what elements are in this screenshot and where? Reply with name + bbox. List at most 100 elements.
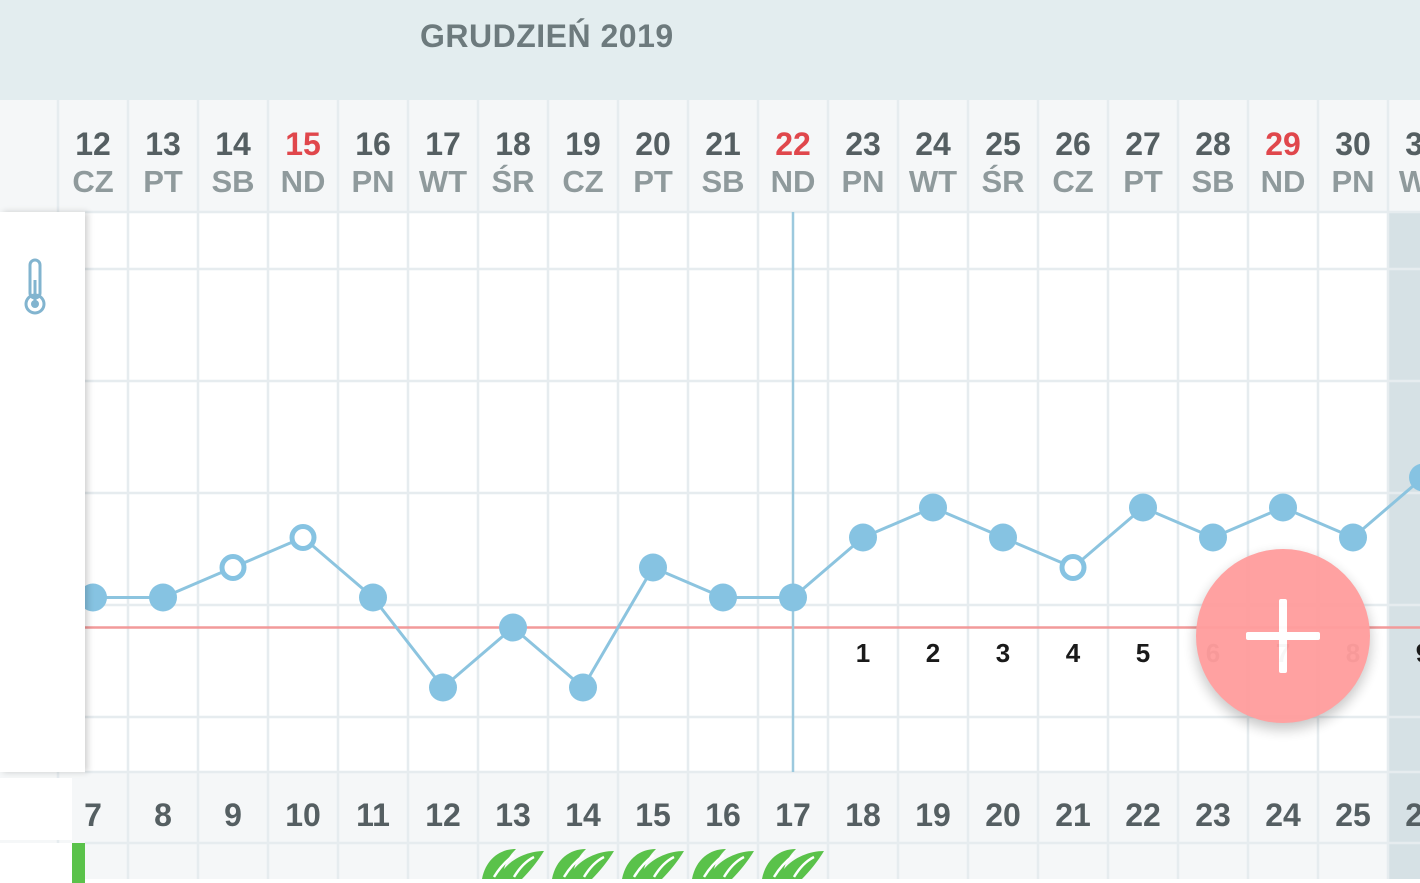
fertile-leaf-vein	[632, 854, 655, 878]
temperature-point-excluded	[1059, 554, 1087, 581]
day-weekday-label: PT	[1123, 164, 1163, 199]
cycle-day-number: 18	[845, 797, 881, 833]
post-ovulation-day-count: 9	[1416, 638, 1420, 668]
day-weekday-label: PN	[841, 164, 884, 199]
day-date-label: 16	[355, 126, 391, 162]
cycle-day-number: 17	[775, 797, 811, 833]
fertile-marker-left	[72, 843, 85, 883]
day-date-label: 30	[1335, 126, 1371, 162]
cycle-day-number: 8	[154, 797, 172, 833]
fertile-leaf-icon	[482, 849, 544, 879]
fertile-leaf-vein	[702, 854, 725, 878]
day-date-label: 21	[705, 126, 741, 162]
day-weekday-label: SB	[1191, 164, 1234, 199]
day-weekday-label: PT	[143, 164, 183, 199]
day-weekday-label: WT	[419, 164, 467, 199]
cycle-day-number: 24	[1265, 797, 1301, 833]
temperature-point	[569, 673, 597, 702]
temperature-point	[709, 583, 737, 612]
temperature-point	[499, 613, 527, 642]
fertile-leaf-icon	[692, 849, 754, 879]
temperature-point	[1129, 493, 1157, 522]
post-ovulation-day-count: 2	[926, 638, 940, 668]
temperature-point	[639, 553, 667, 582]
day-date-label: 29	[1265, 126, 1301, 162]
cycle-day-number: 14	[565, 797, 601, 833]
day-weekday-label: CZ	[562, 164, 603, 199]
fertile-leaf-vein	[792, 855, 815, 878]
cycle-day-number: 12	[425, 797, 461, 833]
temperature-point	[1199, 523, 1227, 552]
cycle-day-number: 15	[635, 797, 671, 833]
day-date-label: 22	[775, 126, 811, 162]
temperature-point	[79, 583, 107, 612]
cycle-day-number: 9	[224, 797, 242, 833]
day-date-label: 13	[145, 126, 181, 162]
day-date-label: 31	[1405, 126, 1420, 162]
cycle-day-number: 11	[356, 797, 390, 833]
plus-icon-stroke	[1279, 599, 1287, 673]
fertile-leaf-icon	[552, 849, 614, 879]
fertile-leaf-vein	[652, 855, 675, 878]
post-ovulation-day-count: 1	[856, 638, 870, 668]
cycle-day-number: 19	[915, 797, 951, 833]
fertile-leaf-vein	[582, 855, 605, 878]
fertile-leaf-icon	[762, 849, 824, 879]
cycle-day-number: 25	[1335, 797, 1371, 833]
cycle-day-number: 26	[1405, 797, 1420, 833]
day-weekday-label: PN	[1331, 164, 1374, 199]
temperature-point	[429, 673, 457, 702]
cycle-day-number: 10	[285, 797, 321, 833]
day-weekday-label: ND	[281, 164, 326, 199]
post-ovulation-day-count: 5	[1136, 638, 1150, 668]
day-weekday-label: WT	[1399, 164, 1420, 199]
day-weekday-label: ŚR	[491, 163, 534, 199]
day-weekday-label: ND	[771, 164, 816, 199]
fertile-leaf-vein	[512, 855, 535, 878]
fertile-leaf-icon	[622, 849, 684, 879]
day-date-label: 27	[1125, 126, 1161, 162]
day-date-label: 26	[1055, 126, 1091, 162]
temperature-point	[1339, 523, 1367, 552]
day-date-label: 20	[635, 126, 671, 162]
cycle-day-number: 7	[84, 797, 102, 833]
day-weekday-label: CZ	[1052, 164, 1093, 199]
temperature-point	[849, 523, 877, 552]
day-date-label: 14	[215, 126, 251, 162]
fertile-leaf-vein	[492, 854, 515, 878]
temperature-point	[1409, 463, 1420, 492]
cycle-day-number: 13	[495, 797, 531, 833]
day-date-label: 12	[75, 126, 111, 162]
temperature-point-excluded	[219, 554, 247, 581]
day-date-label: 15	[285, 126, 321, 162]
cycle-day-number: 16	[705, 797, 741, 833]
cycle-day-number: 23	[1195, 797, 1231, 833]
day-header-band	[0, 100, 1420, 212]
day-weekday-label: PN	[351, 164, 394, 199]
day-date-label: 19	[565, 126, 601, 162]
day-weekday-label: SB	[211, 164, 254, 199]
month-header: GRUDZIEŃ 2019	[0, 0, 1420, 100]
temperature-point	[989, 523, 1017, 552]
temperature-point	[359, 583, 387, 612]
fertile-leaf-vein	[722, 855, 745, 878]
day-weekday-label: ŚR	[981, 163, 1024, 199]
add-entry-button[interactable]	[1196, 549, 1370, 723]
cycle-day-number: 22	[1125, 797, 1161, 833]
day-date-label: 25	[985, 126, 1021, 162]
temperature-point	[1269, 493, 1297, 522]
temperature-point	[919, 493, 947, 522]
day-weekday-label: SB	[701, 164, 744, 199]
post-ovulation-day-count: 4	[1066, 638, 1081, 668]
day-date-label: 18	[495, 126, 531, 162]
future-column-shade	[1388, 212, 1420, 879]
temperature-point	[779, 583, 807, 612]
left-cell-a	[0, 778, 72, 840]
post-ovulation-day-count: 3	[996, 638, 1010, 668]
temperature-point-excluded	[289, 524, 317, 551]
fertile-leaf-vein	[562, 854, 585, 878]
day-weekday-label: PT	[633, 164, 673, 199]
day-weekday-label: CZ	[72, 164, 113, 199]
temperature-point	[149, 583, 177, 612]
